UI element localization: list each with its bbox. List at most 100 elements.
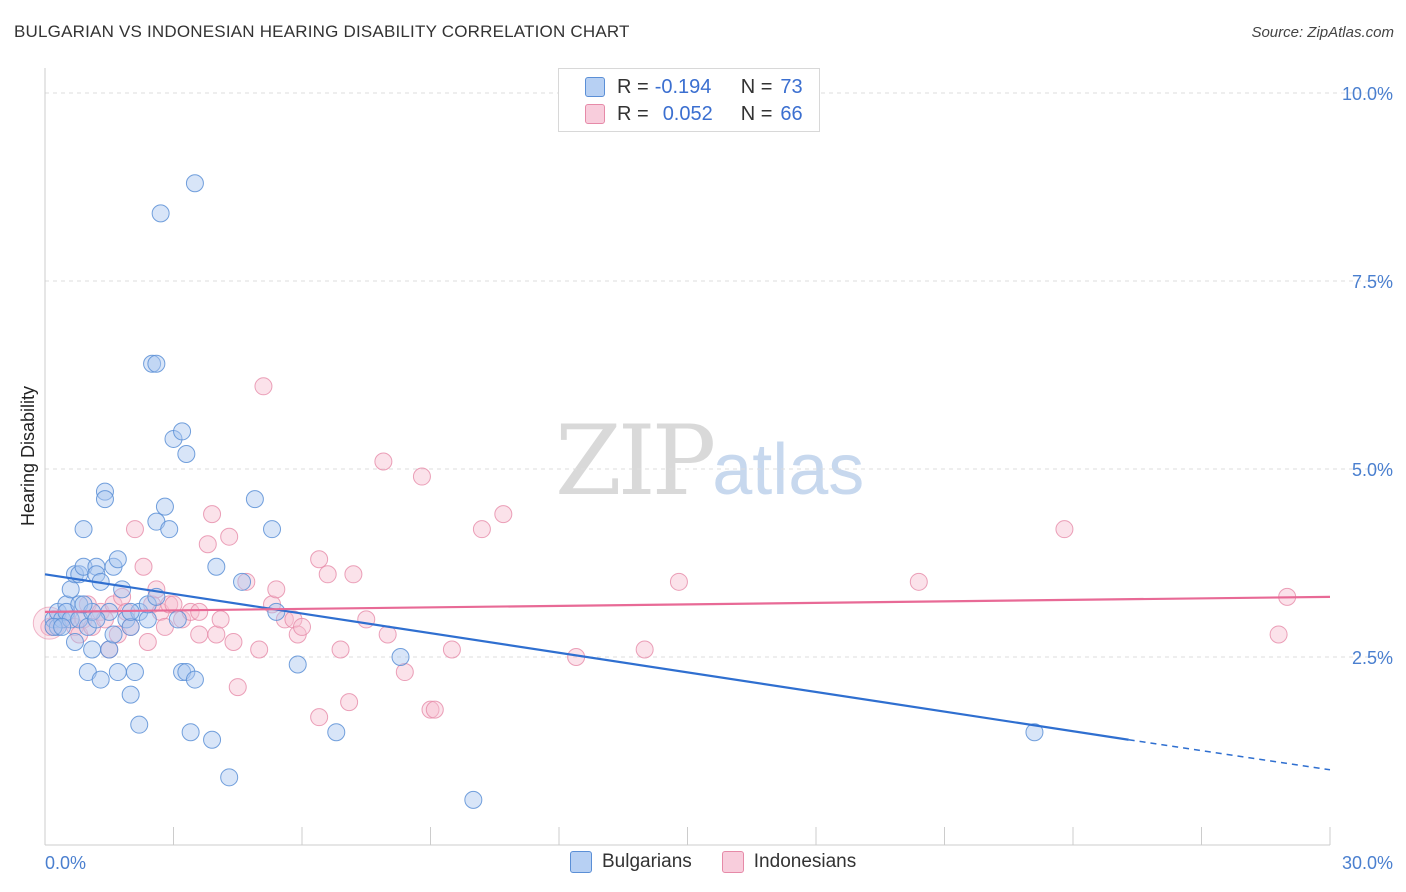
legend-item-bulgarians[interactable]: Bulgarians [570,851,692,873]
bulgarians-point [130,715,149,734]
indonesians-point [374,452,393,471]
legend-row-indonesians: R = 0.052 N = 66 [585,102,803,126]
bulgarians-point [151,204,170,223]
bulgarians-point [147,354,166,373]
indonesians-trendline [44,595,1331,613]
watermark-zip: ZIP [555,405,716,517]
bulgarians-point [177,444,196,463]
indonesians-point [134,557,153,576]
legend-label-bulgarians: Bulgarians [602,851,692,872]
bulgarians-point [121,617,140,636]
indonesians-point [472,520,491,539]
legend-n-label: N = [740,102,773,125]
bulgarians-point [245,490,264,509]
indonesians-point [669,572,688,591]
indonesians-point [331,640,350,659]
bulgarians-point [173,422,192,441]
bulgarians-point [391,648,410,667]
indonesians-point [1055,520,1074,539]
swatch-indonesians [721,851,744,873]
indonesians-point [203,505,222,524]
swatch-bulgarians [570,851,592,873]
indonesians-point [138,632,157,651]
legend-r-label: R = [617,102,649,125]
bulgarians-point [108,663,127,682]
indonesians-point [190,625,209,644]
indonesians-point [442,640,461,659]
bulgarians-point [327,723,346,742]
bulgarians-point [108,550,127,569]
chart-title: BULGARIAN VS INDONESIAN HEARING DISABILI… [14,22,630,41]
bulgarians-point [464,790,483,809]
bulgarians-point [91,670,110,689]
bulgarians-point [113,580,132,599]
indonesians-point [293,617,311,636]
bulgarians-point [121,685,140,704]
legend-n-pink: 66 [780,102,803,125]
bulgarians-point [138,610,157,629]
legend-r-label: R = [617,75,649,98]
legend-n-blue: 73 [780,75,803,98]
bulgarians-point [125,663,144,682]
x-tick-label-min: 0.0% [45,853,86,873]
bulgarians-point [220,768,239,787]
indonesians-point [125,520,144,539]
indonesians-point [211,610,230,629]
y-tick-label: 2.5% [1352,648,1393,668]
y-tick-label: 7.5% [1352,272,1393,292]
indonesians-point [412,467,431,486]
legend-r-blue: -0.194 [654,75,712,98]
bulgarians-point [168,610,187,629]
bulgarians-point [100,640,119,659]
legend-label-indonesians: Indonesians [753,851,857,872]
indonesians-point [344,565,363,584]
gridlines [45,92,1392,658]
source-label: Source: ZipAtlas.com [1251,24,1394,41]
watermark: ZIPatlas [555,405,864,517]
bulgarians-point [53,617,72,636]
x-tick-label-max: 30.0% [1342,853,1393,873]
indonesians-point [224,632,243,651]
y-axis-title: Hearing Disability [18,386,38,526]
watermark-atlas: atlas [712,430,865,510]
indonesians-point [310,708,329,727]
bulgarians-point [143,354,162,373]
indonesians-point [190,602,209,621]
bulgarians-point [104,625,123,644]
indonesians-point [909,572,928,591]
legend-n-label: N = [740,75,773,98]
legend-swatch-pink [585,104,605,124]
bulgarians-point [95,482,114,501]
indonesians-point [207,625,226,644]
bulgarians-trendline [44,573,1129,741]
indonesians-point [425,700,444,719]
axes [44,68,1331,846]
y-tick-label: 5.0% [1352,460,1393,480]
bulgarians-point [74,520,93,539]
trendlines [44,573,1331,771]
indonesians-points [32,377,1297,727]
legend-item-indonesians[interactable]: Indonesians [721,851,857,873]
bulgarians-point [185,174,204,193]
series-legend: Bulgarians Indonesians [570,851,886,873]
bulgarians-point [288,655,307,674]
indonesians-point [237,572,256,591]
bulgarians-point [87,610,106,629]
indonesians-point [340,693,359,712]
indonesians-point [494,505,513,524]
tick-labels: 2.5% 5.0% 7.5% 10.0% 0.0% 30.0% [45,84,1393,873]
bulgarians-point [95,490,114,509]
bulgarians-point [185,670,204,689]
bulgarians-point [267,602,286,621]
indonesians-point [357,610,376,629]
legend-r-pink: 0.052 [662,102,713,125]
indonesians-point [198,535,217,554]
indonesians-point [220,527,239,546]
indonesians-point [421,700,440,719]
bulgarians-point [1025,723,1044,742]
indonesians-point [228,678,247,697]
bulgarians-point [263,520,282,539]
bulgarians-point [160,520,179,539]
bulgarians-point [65,632,84,651]
indonesians-point [113,587,132,606]
